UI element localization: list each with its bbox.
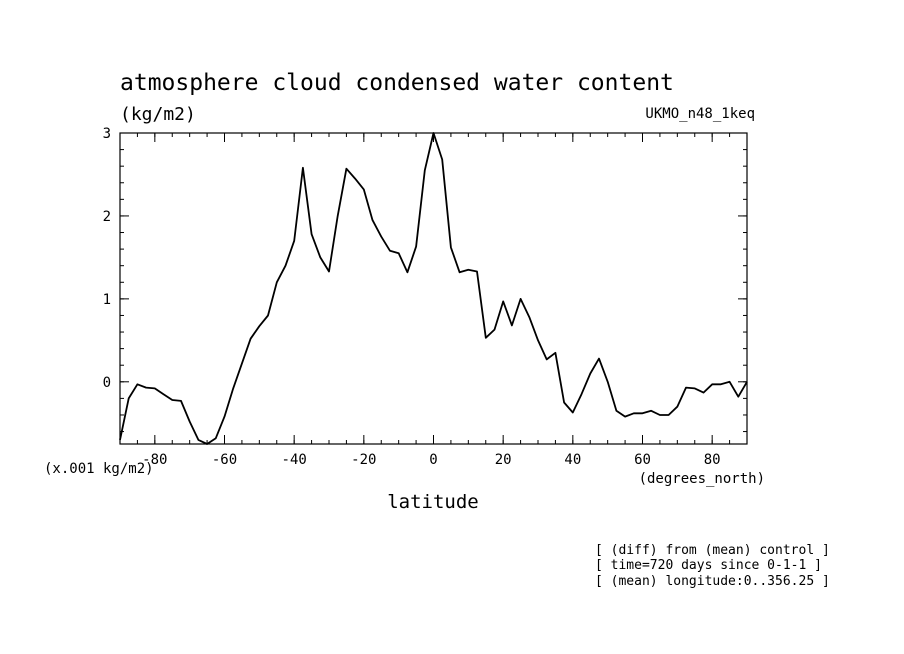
units-label: (kg/m2)	[120, 104, 196, 125]
x-tick-label: 60	[634, 452, 651, 468]
x-tick-label: -80	[142, 452, 167, 468]
x-tick-label: -20	[351, 452, 376, 468]
chart-title: atmosphere cloud condensed water content	[120, 70, 674, 96]
x-tick-label: -60	[212, 452, 237, 468]
scale-label: (x.001 kg/m2)	[44, 461, 154, 477]
x-tick-label: 40	[564, 452, 581, 468]
x-axis-title: latitude	[387, 491, 479, 513]
data-series	[119, 132, 748, 445]
footnote-line: [ (diff) from (mean) control ]	[595, 543, 830, 558]
y-tick-label: 1	[103, 292, 111, 308]
axis-tick-labels: -80 -60 -40 -20 0 20 40 60 80 0 1 2 3	[103, 126, 721, 468]
y-tick-label: 0	[103, 375, 111, 391]
x-tick-label: 80	[704, 452, 721, 468]
series-line	[119, 132, 748, 445]
model-label: UKMO_n48_1keq	[645, 106, 755, 122]
footnote-line: [ (mean) longitude:0..356.25 ]	[595, 574, 830, 589]
axis-ticks	[119, 132, 748, 444]
y-tick-label: 2	[103, 209, 111, 225]
x-tick-label: 20	[495, 452, 512, 468]
x-unit-label: (degrees_north)	[639, 471, 765, 487]
x-tick-label: 0	[429, 452, 437, 468]
plot-frame	[119, 132, 748, 445]
y-tick-label: 3	[103, 126, 111, 142]
footnote-line: [ time=720 days since 0-1-1 ]	[595, 558, 822, 573]
x-tick-label: -40	[282, 452, 307, 468]
